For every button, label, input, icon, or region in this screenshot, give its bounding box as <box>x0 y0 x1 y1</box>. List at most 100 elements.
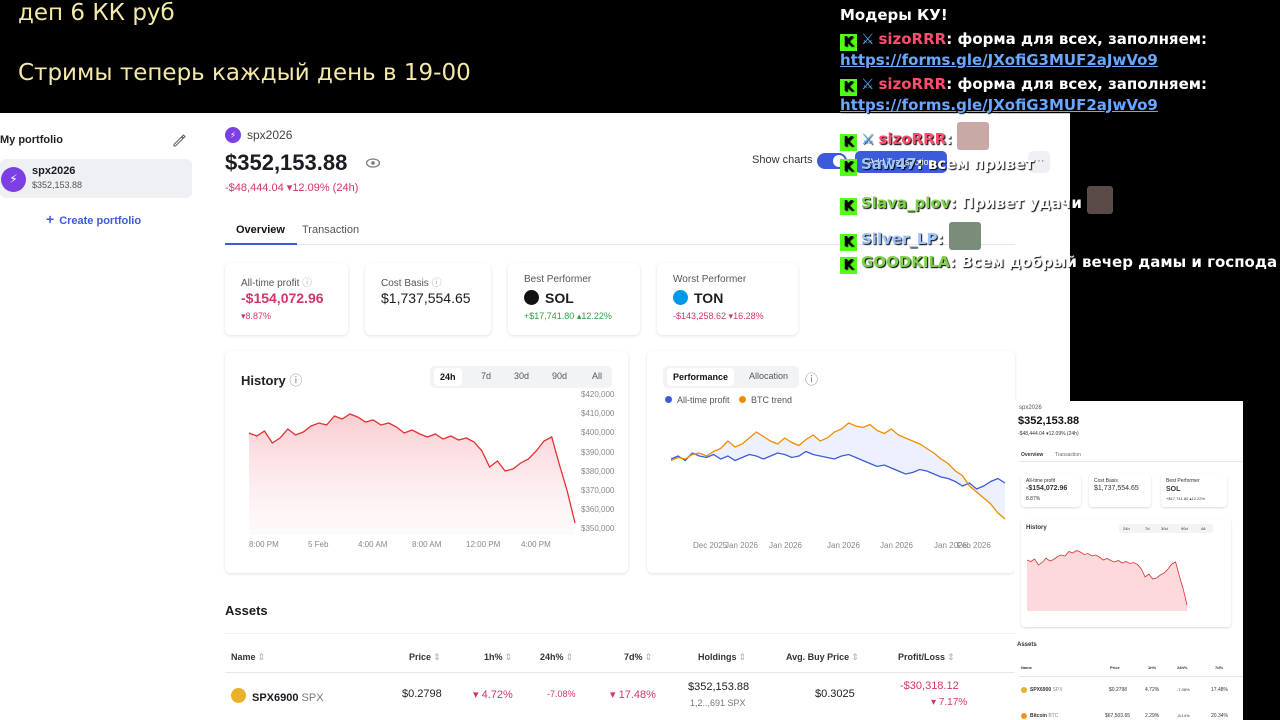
y-tick-label: $360,000 <box>581 505 615 515</box>
history-chart[interactable] <box>249 395 579 535</box>
mini-col: 1h% <box>1148 665 1157 670</box>
asset-avg-buy: $0.3025 <box>815 688 855 700</box>
col-price[interactable]: Price ⇕ <box>409 652 441 662</box>
performance-tabs: Performance Allocation <box>663 366 799 388</box>
stat-sub: +$17,741.80 ▴12.22% <box>524 311 612 321</box>
chat-link[interactable]: https://forms.gle/JXofiG3MUF2aJwVo9 <box>840 51 1158 69</box>
mini-cell: 17.48% <box>1211 687 1228 693</box>
info-icon[interactable]: ⓘ <box>805 372 819 387</box>
chat-message: K ⚔ sizoRRR: форма для всех, заполняем: <box>840 75 1207 96</box>
pencil-icon[interactable] <box>171 132 187 148</box>
range-30d[interactable]: 30d <box>514 371 530 381</box>
range-90d[interactable]: 90d <box>552 371 568 381</box>
stat-sub: -$143,258.62 ▾16.28% <box>673 311 764 321</box>
spx-coin-icon <box>231 688 246 703</box>
chat-link[interactable]: https://forms.gle/JXofiG3MUF2aJwVo9 <box>840 96 1158 114</box>
tab-transaction[interactable]: Transaction <box>302 224 360 236</box>
sword-icon: ⚔ <box>861 130 875 148</box>
emote-icon <box>948 222 981 250</box>
mini-capture: spx2026 $352,153.88 -$48,444.04 ▾12.09% … <box>1015 401 1243 720</box>
x-tick-label: Jan 2026 <box>934 541 967 550</box>
add-transaction-button[interactable]: Add Transaction <box>855 151 947 173</box>
btc-trend-line <box>671 422 1006 520</box>
stat-worst-performer: Worst Performer TON -$143,258.62 ▾16.28% <box>657 263 798 335</box>
col-holdings[interactable]: Holdings ⇕ <box>698 652 747 662</box>
sidebar: My portfolio ⚡ spx2026 $352,153.88 + Crea… <box>0 113 205 720</box>
y-tick-label: $380,000 <box>581 466 615 476</box>
x-tick-label: Jan 2026 <box>880 541 913 550</box>
stream-chat: Модеры КУ! K ⚔ sizoRRR: форма для всех, за… <box>836 0 1280 280</box>
kick-badge-icon: K <box>840 198 857 215</box>
table-row[interactable]: SPX6900 SPX $0.2798 ▾ 4.72% -7.08% ▾ 17.… <box>225 674 1015 720</box>
mini-row: Bitcoin BTC <box>1021 713 1058 719</box>
more-options-button[interactable]: ··· <box>1028 151 1050 173</box>
portfolio-total: $352,153.88 <box>225 150 348 175</box>
stat-value: TON <box>673 290 723 306</box>
stat-label: Best Performer <box>524 274 592 285</box>
kick-badge-icon: K <box>840 159 857 176</box>
history-card: History ⓘ 24h 7d 30d 90d All $420,000 $41… <box>225 351 628 573</box>
mini-cell: 2.29% <box>1145 713 1160 719</box>
mini-tab-transaction: Transaction <box>1055 452 1081 458</box>
info-icon[interactable]: ⓘ <box>302 278 313 289</box>
range-selector: 24h 7d 30d 90d All <box>430 366 612 388</box>
emote-icon <box>1087 186 1114 214</box>
asset-7d: ▾ 17.48% <box>610 689 656 701</box>
kick-badge-icon: K <box>840 134 857 151</box>
y-tick-label: $350,000 <box>581 524 615 534</box>
mini-portfolio-name: spx2026 <box>1019 405 1042 411</box>
mini-cell: -8.14% <box>1177 713 1190 718</box>
performance-chart[interactable] <box>671 411 1011 531</box>
asset-1h: ▾ 4.72% <box>473 689 513 701</box>
x-tick-label: Jan 2026 <box>827 541 860 550</box>
col-profit-loss[interactable]: Profit/Loss ⇕ <box>898 652 955 662</box>
info-icon[interactable]: ⓘ <box>431 278 442 289</box>
stat-label: Worst Performer <box>673 274 747 285</box>
assets-title: Assets <box>225 603 268 618</box>
range-all[interactable]: All <box>592 371 603 381</box>
down-arrow-icon: ▾ <box>286 182 293 194</box>
col-24h[interactable]: 24h% ⇕ <box>540 652 574 662</box>
asset-name: SPX6900 SPX <box>231 688 324 704</box>
portfolio-avatar-icon: ⚡ <box>225 127 241 143</box>
x-tick-label: Jan 2026 <box>769 541 802 550</box>
performance-fill <box>671 423 1005 519</box>
x-tick-label: Dec 2025 <box>693 541 728 550</box>
sidebar-portfolio-name: spx2026 <box>32 165 76 177</box>
x-tick-label: Feb 2026 <box>957 541 991 550</box>
show-charts-label: Show charts <box>752 154 813 166</box>
asset-pl-pct: ▾ 7.17% <box>931 697 968 708</box>
mini-total: $352,153.88 <box>1018 415 1080 427</box>
y-tick-label: $370,000 <box>581 486 615 495</box>
sidebar-portfolio-item[interactable]: ⚡ spx2026 $352,153.88 <box>0 159 192 198</box>
range-24h[interactable]: 24h <box>434 368 462 386</box>
tab-bar: Overview Transaction <box>225 218 1015 245</box>
tab-overview[interactable]: Overview <box>236 224 285 236</box>
eye-icon[interactable] <box>365 156 381 170</box>
change-amount: -$48,444.04 <box>225 182 284 194</box>
col-7d[interactable]: 7d% ⇕ <box>624 652 653 662</box>
col-avg-buy[interactable]: Avg. Buy Price ⇕ <box>786 652 859 662</box>
tab-performance[interactable]: Performance <box>667 368 735 386</box>
x-tick-label: 4:00 AM <box>358 540 388 549</box>
range-7d[interactable]: 7d <box>481 371 492 381</box>
info-icon[interactable]: ⓘ <box>289 373 303 388</box>
col-name[interactable]: Name ⇕ <box>231 652 266 662</box>
portfolio-name: spx2026 <box>247 128 293 142</box>
performance-card: Performance Allocation ⓘ All-time profit… <box>647 351 1015 573</box>
x-tick-label: 5 Feb <box>308 540 329 549</box>
mini-stat-card: Best Performer SOL +$17,741.80 ▴12.22% <box>1161 474 1227 507</box>
create-portfolio-button[interactable]: + Create portfolio <box>46 211 141 227</box>
y-tick-label: $400,000 <box>581 428 615 438</box>
history-area <box>249 414 575 535</box>
mini-tab-overview: Overview <box>1021 452 1044 458</box>
x-tick-label: 8:00 AM <box>412 540 442 549</box>
history-title: History ⓘ <box>241 373 303 388</box>
mini-row: SPX6900 SPX <box>1021 687 1063 693</box>
mini-cell: 4.72% <box>1145 687 1160 693</box>
tab-allocation[interactable]: Allocation <box>749 371 789 381</box>
asset-24h: -7.08% <box>547 689 576 699</box>
col-1h[interactable]: 1h% ⇕ <box>484 652 513 662</box>
assets-table-header: Name ⇕ Price ⇕ 1h% ⇕ 24h% ⇕ 7d% ⇕ Holdings ⇕ A… <box>225 633 1015 673</box>
stat-value: $1,737,554.65 <box>381 290 471 306</box>
